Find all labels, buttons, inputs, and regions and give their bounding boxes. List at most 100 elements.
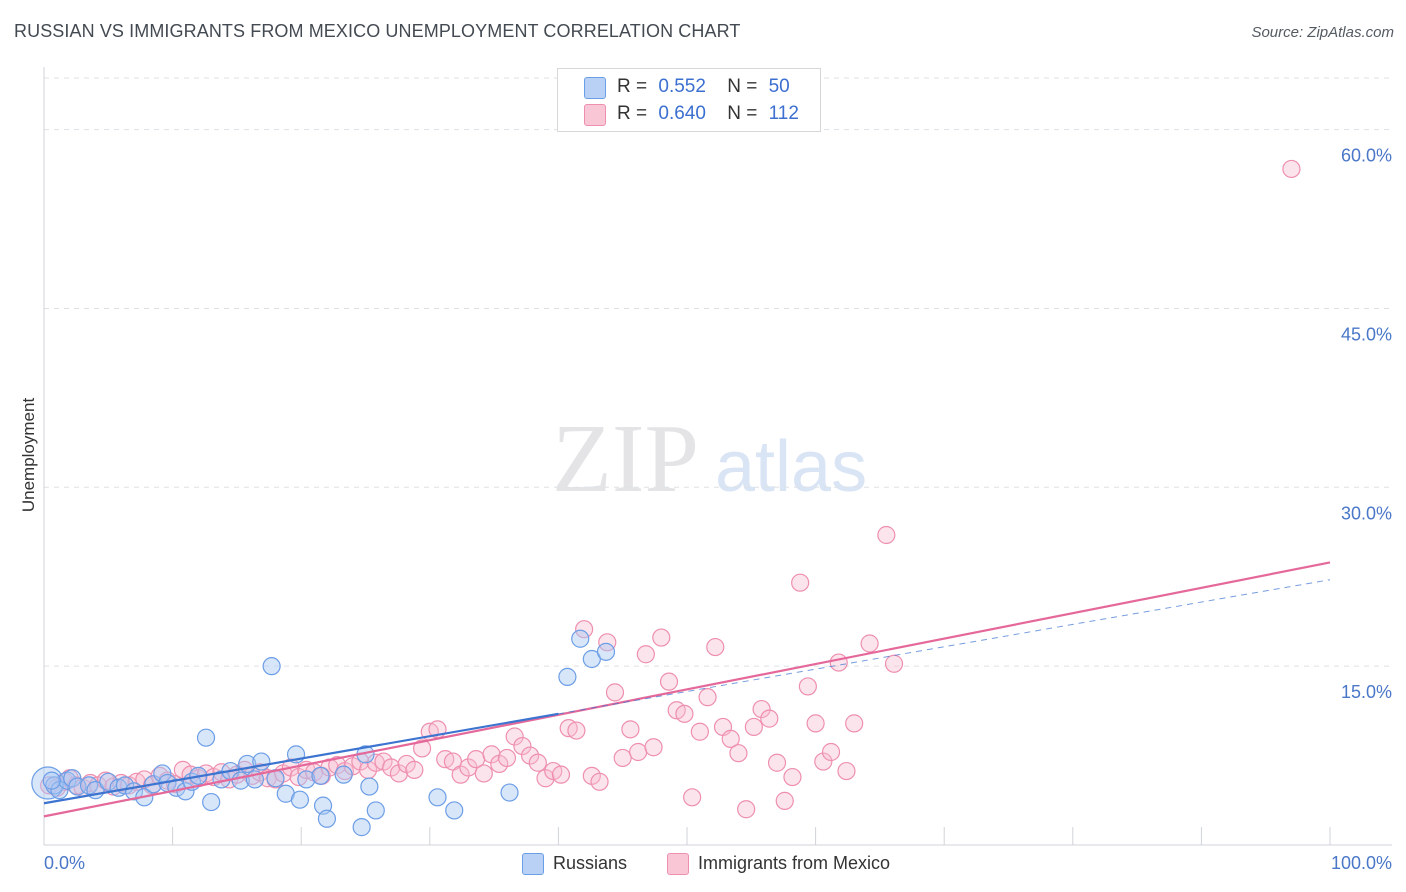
data-point-mexico [729, 744, 748, 763]
data-point-mexico [474, 764, 493, 783]
data-point-russians [596, 642, 616, 661]
data-point-mexico [737, 800, 756, 819]
data-point-mexico [513, 736, 532, 756]
watermark: ZIP atlas [552, 405, 867, 513]
data-point-mexico [744, 717, 763, 737]
data-point-mexico [575, 620, 594, 639]
legend-r-label: R = [617, 76, 648, 97]
data-point-russians [445, 801, 464, 820]
ticks: 15.0% 30.0% 45.0% 60.0% 0.0% 100.0% [43, 146, 1392, 873]
data-point-mexico [845, 714, 864, 733]
grid-lines [44, 77, 1392, 667]
trend-line-mexico [43, 561, 1331, 818]
data-point-russians [360, 777, 379, 796]
data-point-mexico [877, 525, 896, 545]
data-point-mexico [798, 677, 817, 696]
data-point-mexico [814, 752, 833, 771]
y-tick-label: 30.0% [1341, 503, 1392, 523]
legend-swatch-mexico [667, 853, 689, 875]
data-point-mexico [528, 753, 547, 772]
data-point-mexico [860, 634, 879, 653]
data-point-mexico [505, 727, 524, 746]
data-point-russians [50, 781, 69, 800]
data-point-mexico [536, 769, 555, 788]
data-point-russians [42, 771, 61, 790]
data-point-mexico [821, 742, 841, 762]
legend-n-label: N = [727, 103, 758, 124]
data-point-mexico [837, 761, 856, 781]
data-point-mexico [590, 772, 609, 791]
y-tick-label: 45.0% [1341, 324, 1392, 344]
data-point-russians [571, 629, 590, 648]
data-point-mexico [482, 745, 501, 764]
series-immigrants-from-mexico [40, 159, 1301, 819]
legend-r-value-russians: 0.552 [658, 76, 706, 97]
data-point-mexico [721, 729, 740, 748]
data-point-mexico [497, 748, 517, 768]
legend-n-value-russians: 50 [768, 76, 790, 97]
data-point-russians [290, 790, 310, 809]
legend-n-value-mexico: 112 [768, 103, 799, 124]
axes [43, 67, 1392, 846]
data-point-russians [311, 766, 330, 785]
trend-line-russians-extension [558, 579, 1331, 715]
legend-r-value-mexico: 0.640 [658, 103, 706, 124]
data-point-mexico [806, 714, 825, 733]
legend-n-label: N = [727, 76, 758, 97]
legend-label-russians: Russians [553, 853, 628, 873]
series-russians [31, 629, 616, 837]
y-axis-title: Unemployment [19, 398, 38, 513]
data-point-russians [582, 649, 601, 669]
data-point-mexico [389, 764, 409, 783]
correlation-legend: R = 0.552 N = 50 R = 0.640 N = 112 [557, 68, 821, 132]
data-point-russians [202, 792, 221, 812]
data-point-mexico [451, 765, 470, 784]
data-point-russians [196, 728, 216, 747]
data-point-mexico [412, 739, 432, 758]
legend-swatch-russians [584, 77, 606, 99]
data-point-mexico [567, 721, 586, 740]
data-point-mexico [1282, 159, 1301, 179]
data-point-mexico [760, 709, 779, 728]
watermark-atlas: atlas [715, 427, 867, 507]
data-point-mexico [675, 704, 694, 723]
source-label: Source: ZipAtlas.com [1251, 24, 1394, 41]
data-point-russians [262, 657, 281, 676]
y-tick-label: 60.0% [1341, 146, 1392, 166]
data-point-russians [366, 801, 385, 820]
data-point-mexico [621, 720, 640, 739]
legend-label-mexico: Immigrants from Mexico [698, 853, 891, 873]
watermark-zip: ZIP [552, 405, 699, 513]
data-point-mexico [683, 788, 702, 807]
data-point-mexico [652, 628, 671, 647]
data-point-mexico [659, 672, 679, 691]
data-point-russians [297, 770, 316, 789]
data-point-mexico [775, 791, 794, 810]
legend-r-label: R = [617, 103, 648, 124]
data-point-mexico [791, 573, 810, 592]
data-point-russians [428, 788, 447, 807]
trend-line-russians [43, 712, 559, 805]
data-point-mexico [752, 699, 771, 719]
data-point-mexico [690, 722, 709, 741]
data-point-mexico [698, 688, 717, 707]
data-point-mexico [629, 742, 648, 762]
y-tick-label: 15.0% [1341, 682, 1392, 702]
data-point-russians [317, 809, 337, 828]
chart-title: RUSSIAN VS IMMIGRANTS FROM MEXICO UNEMPL… [14, 21, 741, 41]
data-point-mexico [613, 748, 632, 768]
data-point-russians [352, 818, 371, 837]
data-point-mexico [644, 738, 663, 757]
x-tick-label-start: 0.0% [44, 853, 85, 873]
x-tick-label-end: 100.0% [1331, 853, 1392, 873]
data-point-mexico [783, 767, 802, 787]
data-point-mexico [884, 654, 904, 673]
data-point-russians [334, 765, 353, 784]
data-point-mexico [605, 683, 625, 702]
data-point-mexico [706, 637, 725, 657]
data-point-mexico [551, 765, 571, 784]
data-point-mexico [521, 746, 540, 765]
data-point-mexico [636, 645, 655, 664]
data-point-mexico [767, 753, 787, 772]
